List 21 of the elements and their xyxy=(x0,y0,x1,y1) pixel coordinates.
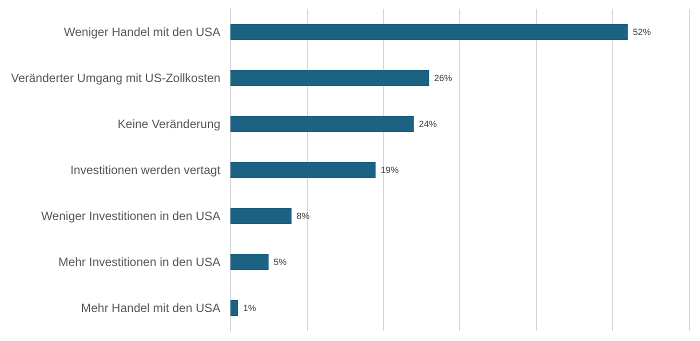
bar xyxy=(230,254,269,270)
y-tick-label: Investitionen werden vertagt xyxy=(70,163,222,177)
bar xyxy=(230,70,430,86)
bar xyxy=(230,116,414,132)
y-tick-label: Weniger Handel mit den USA xyxy=(64,25,220,39)
y-tick-label: Veränderter Umgang mit US-Zollkosten xyxy=(11,71,220,85)
data-label: 19% xyxy=(380,165,399,175)
data-label: 26% xyxy=(434,73,452,83)
bar xyxy=(230,162,376,178)
y-tick-label: Weniger Investitionen in den USA xyxy=(41,209,220,223)
y-tick-label: Mehr Handel mit den USA xyxy=(81,301,220,315)
data-label: 1% xyxy=(243,303,256,313)
y-tick-label: Mehr Investitionen in den USA xyxy=(58,255,220,269)
bar xyxy=(230,300,238,316)
data-label: 52% xyxy=(632,27,651,37)
data-label: 5% xyxy=(274,257,287,267)
bar xyxy=(230,24,628,40)
bar xyxy=(230,208,292,224)
data-label: 24% xyxy=(418,119,437,129)
data-label: 8% xyxy=(296,211,310,221)
y-tick-label: Keine Veränderung xyxy=(118,117,220,131)
